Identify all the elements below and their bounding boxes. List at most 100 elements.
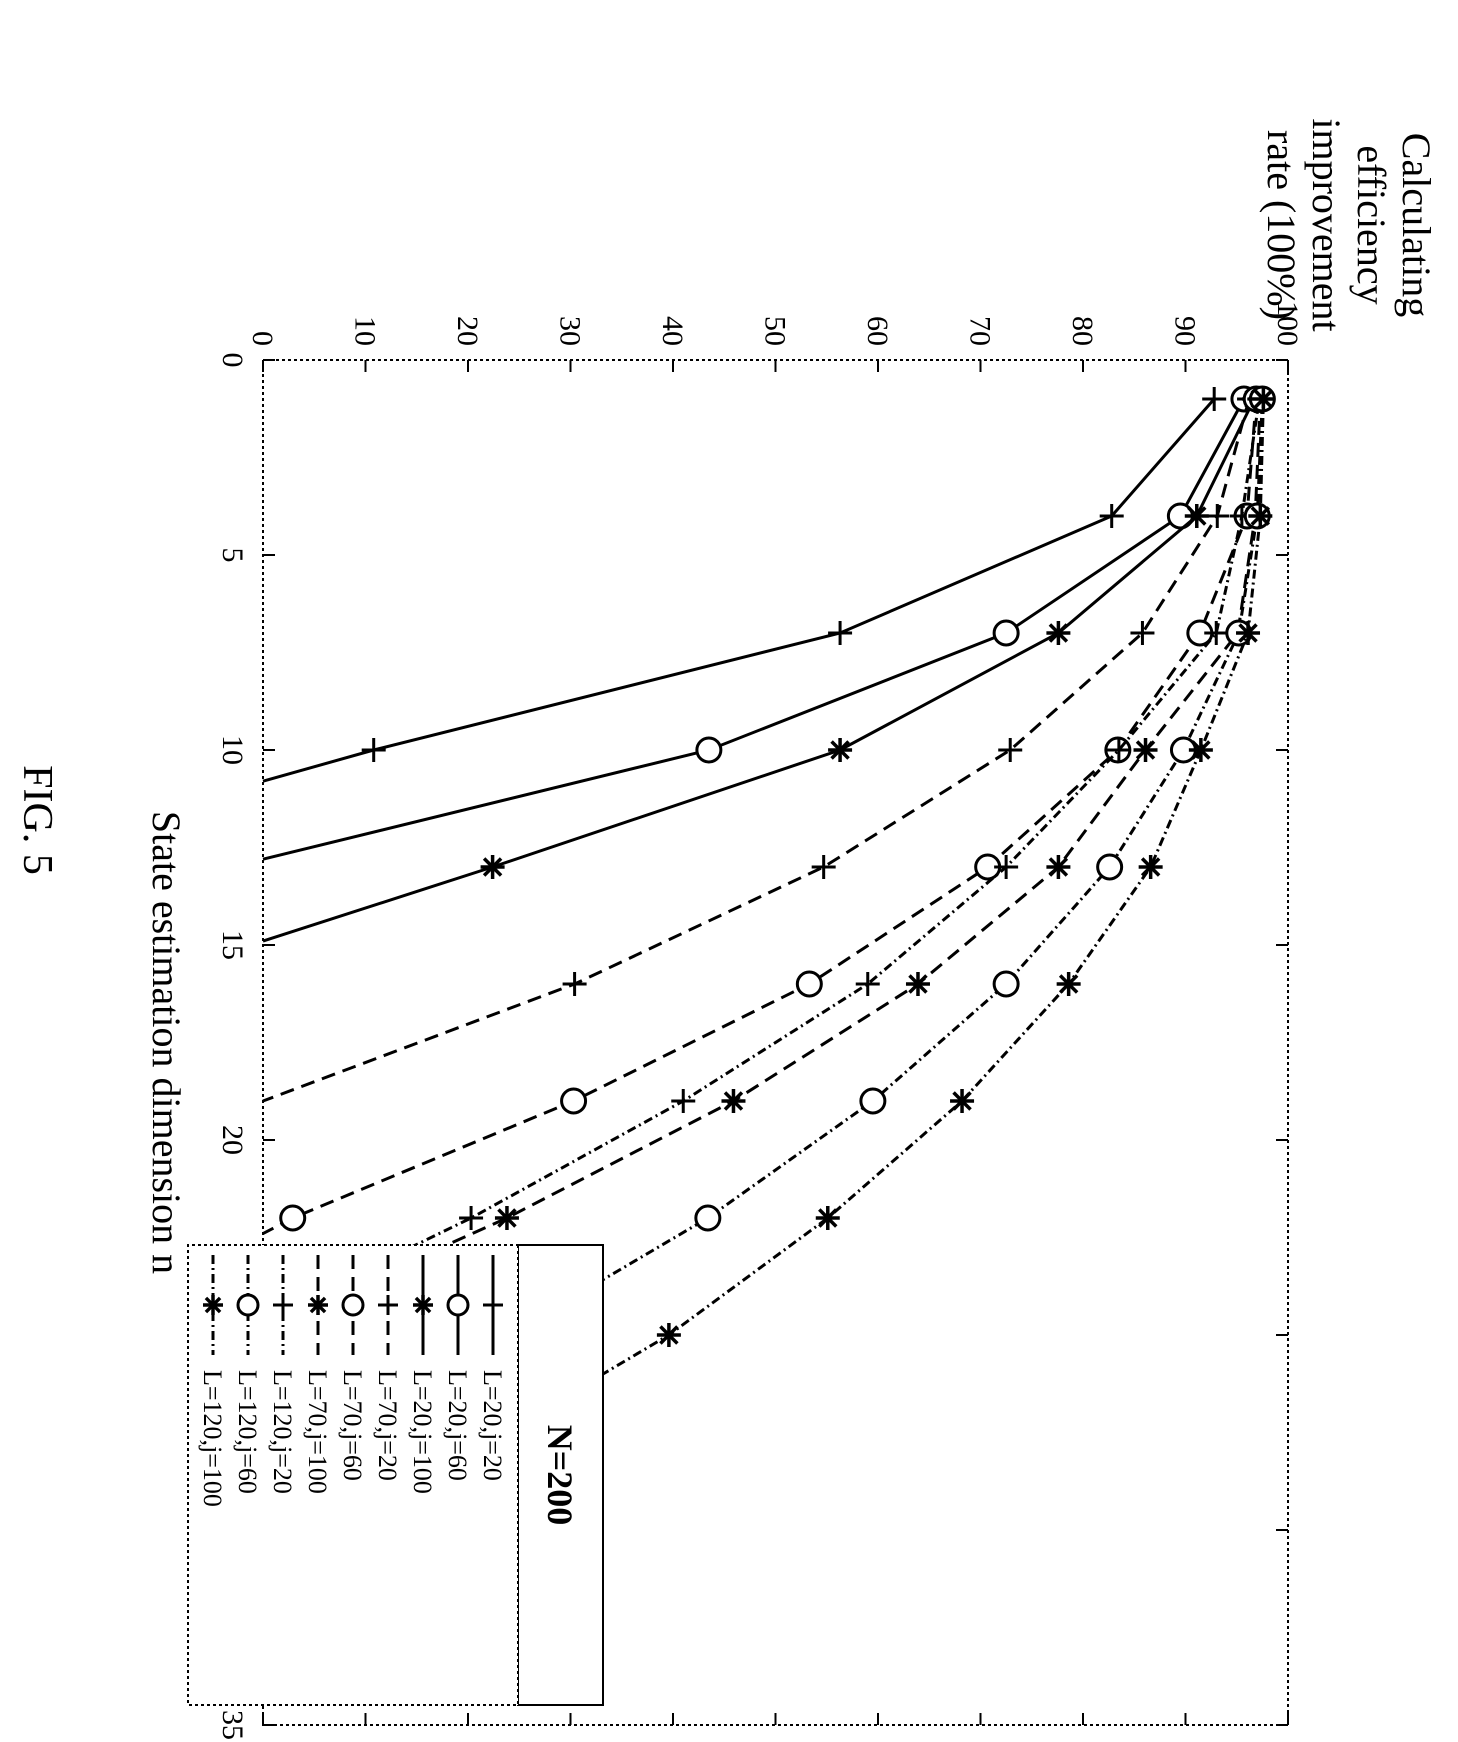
star-marker xyxy=(815,1206,840,1230)
y-tick-label: 40 xyxy=(656,316,689,346)
legend-label: L=20,j=60 xyxy=(443,1370,472,1481)
star-marker xyxy=(480,855,505,879)
y-tick-label: 10 xyxy=(349,316,382,346)
y-tick-label: 50 xyxy=(759,316,792,346)
legend-label: L=70,j=20 xyxy=(373,1370,402,1481)
star-marker xyxy=(1056,972,1081,996)
series-line xyxy=(262,398,1251,1103)
star-marker xyxy=(1251,387,1276,411)
plus-marker xyxy=(828,621,853,645)
star-marker xyxy=(203,1295,223,1315)
plus-marker xyxy=(855,972,880,996)
star-marker xyxy=(950,1089,975,1113)
legend-label: L=120,j=60 xyxy=(233,1370,262,1494)
star-marker xyxy=(656,1323,681,1347)
legend-item: L=120,j=60 xyxy=(233,1255,262,1494)
circle-marker xyxy=(695,736,723,764)
legend-item: L=20,j=20 xyxy=(478,1255,507,1481)
y-axis-label-line: efficiency xyxy=(1349,145,1394,304)
circle-marker xyxy=(859,1087,887,1115)
x-tick-label: 35 xyxy=(216,1710,249,1740)
plus-marker xyxy=(562,972,587,996)
star-marker xyxy=(1138,855,1163,879)
star-marker xyxy=(308,1295,328,1315)
circle-marker xyxy=(1096,853,1124,881)
y-tick-label: 100 xyxy=(1271,301,1304,346)
legend-item: L=70,j=20 xyxy=(373,1255,402,1481)
x-tick-label: 5 xyxy=(216,548,249,563)
circle-marker xyxy=(236,1293,260,1317)
figure-caption: FIG. 5 xyxy=(14,765,60,875)
y-tick-label: 20 xyxy=(451,316,484,346)
circle-marker xyxy=(795,970,823,998)
circle-marker xyxy=(560,1087,588,1115)
star-marker xyxy=(1046,621,1071,645)
circle-marker xyxy=(446,1293,470,1317)
x-axis-label: State estimation dimension n xyxy=(144,811,189,1274)
star-marker xyxy=(413,1295,433,1315)
circle-marker xyxy=(992,619,1020,647)
y-axis-label-line: rate (100%) xyxy=(1259,130,1304,320)
y-tick-label: 30 xyxy=(554,316,587,346)
y-tick-label: 80 xyxy=(1066,316,1099,346)
star-marker xyxy=(494,1206,519,1230)
y-tick-label: 70 xyxy=(964,316,997,346)
axis-ticks: 051015202530350102030405060708090100 xyxy=(216,301,1304,1740)
series-L=120,j=20 xyxy=(262,387,1272,1321)
legend-label: L=20,j=20 xyxy=(478,1370,507,1481)
legend-title: N=200 xyxy=(540,1425,580,1526)
star-marker xyxy=(1248,504,1273,528)
plus-marker xyxy=(459,1206,484,1230)
legend-item: L=70,j=60 xyxy=(338,1255,367,1481)
legend-item: L=120,j=100 xyxy=(198,1255,227,1507)
legend-label: L=120,j=20 xyxy=(268,1370,297,1494)
y-tick-label: 60 xyxy=(861,316,894,346)
plus-marker xyxy=(1130,621,1155,645)
series-L=70,j=100 xyxy=(262,387,1273,1329)
plus-marker xyxy=(1106,738,1131,762)
y-tick-label: 90 xyxy=(1169,316,1202,346)
x-tick-label: 10 xyxy=(216,735,249,765)
legend-label: L=70,j=60 xyxy=(338,1370,367,1481)
star-marker xyxy=(905,972,930,996)
rotated-chart: 051015202530350102030405060708090100 N=2… xyxy=(144,118,1439,1740)
star-marker xyxy=(1184,504,1209,528)
plus-marker xyxy=(361,738,386,762)
plus-marker xyxy=(1099,504,1124,528)
circle-marker xyxy=(992,970,1020,998)
star-marker xyxy=(1236,621,1261,645)
series-L=70,j=20 xyxy=(262,387,1262,1103)
y-axis-label-line: Calculating xyxy=(1394,133,1439,317)
series-line xyxy=(262,398,1246,861)
legend-item: L=20,j=60 xyxy=(443,1255,472,1481)
circle-marker xyxy=(279,1204,307,1232)
plus-marker xyxy=(483,1295,503,1315)
star-marker xyxy=(1133,738,1158,762)
legend-label: L=120,j=100 xyxy=(198,1370,227,1507)
plus-marker xyxy=(998,738,1023,762)
x-tick-label: 0 xyxy=(216,353,249,368)
plus-marker xyxy=(1205,504,1230,528)
y-tick-label: 0 xyxy=(246,331,279,346)
series-L=70,j=60 xyxy=(262,385,1270,1235)
legend-body-box xyxy=(187,1244,519,1706)
series-L=20,j=100 xyxy=(262,387,1267,943)
plus-marker xyxy=(1202,387,1227,411)
y-axis-label-line: improvement xyxy=(1304,118,1349,331)
series-L=20,j=60 xyxy=(262,385,1258,861)
series-L=20,j=20 xyxy=(262,387,1227,783)
legend-item: L=120,j=20 xyxy=(268,1255,297,1494)
plus-marker xyxy=(811,855,836,879)
star-marker xyxy=(828,738,853,762)
circle-marker xyxy=(341,1293,365,1317)
plus-marker xyxy=(671,1089,696,1113)
star-marker xyxy=(1188,738,1213,762)
plus-marker xyxy=(273,1295,293,1315)
legend-item: L=70,j=100 xyxy=(303,1255,332,1494)
plus-marker xyxy=(1204,621,1229,645)
legend: N=200 L=20,j=20L=20,j=60L=20,j=100L=70,j… xyxy=(187,1244,604,1706)
legend-item: L=20,j=100 xyxy=(408,1255,437,1494)
circle-marker xyxy=(694,1204,722,1232)
